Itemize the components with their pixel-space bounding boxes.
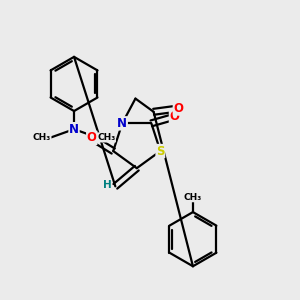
Text: CH₃: CH₃ (97, 133, 116, 142)
Text: CH₃: CH₃ (33, 133, 51, 142)
Text: O: O (173, 102, 183, 115)
Text: N: N (117, 117, 127, 130)
Text: CH₃: CH₃ (184, 193, 202, 202)
Text: N: N (69, 123, 79, 136)
Text: H: H (103, 180, 111, 190)
Text: S: S (156, 145, 165, 158)
Text: O: O (169, 110, 179, 123)
Text: O: O (87, 131, 97, 144)
